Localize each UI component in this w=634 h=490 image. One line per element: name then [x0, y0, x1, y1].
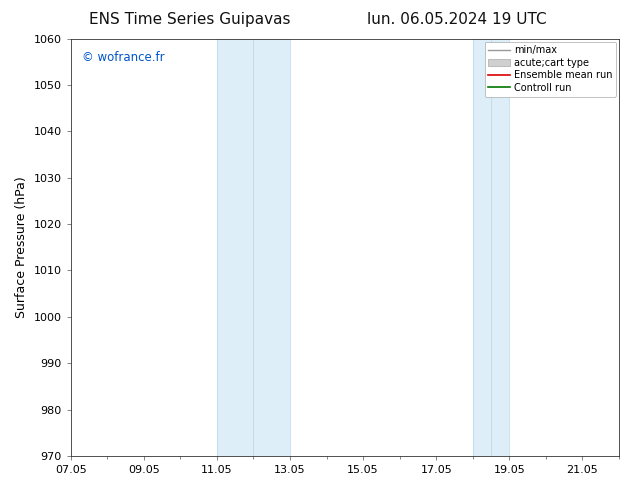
- Text: © wofrance.fr: © wofrance.fr: [82, 51, 164, 64]
- Text: lun. 06.05.2024 19 UTC: lun. 06.05.2024 19 UTC: [366, 12, 547, 27]
- Bar: [473, 39, 509, 456]
- Bar: [217, 39, 290, 456]
- Legend: min/max, acute;cart type, Ensemble mean run, Controll run: min/max, acute;cart type, Ensemble mean …: [484, 42, 616, 97]
- Text: ENS Time Series Guipavas: ENS Time Series Guipavas: [89, 12, 291, 27]
- Y-axis label: Surface Pressure (hPa): Surface Pressure (hPa): [15, 176, 28, 318]
